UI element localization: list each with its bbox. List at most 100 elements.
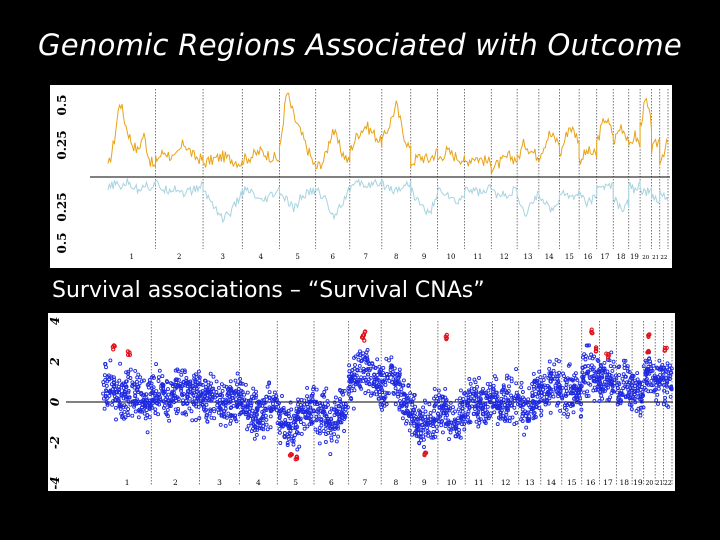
survival-point — [657, 358, 662, 363]
survival-point — [638, 410, 643, 415]
survival-point — [649, 378, 654, 383]
y-tick-label: 0.5 — [55, 233, 69, 254]
survival-point — [370, 391, 375, 396]
survival-point — [535, 376, 540, 381]
survival-point — [392, 366, 397, 371]
survival-point — [197, 375, 202, 380]
survival-point — [361, 351, 366, 356]
survival-point — [269, 407, 274, 412]
survival-point — [295, 447, 300, 452]
survival-point — [293, 433, 297, 438]
survival-point — [185, 394, 190, 399]
survival-point — [432, 396, 436, 401]
survival-point — [103, 394, 108, 399]
survival-point — [202, 391, 207, 395]
chromosome-label: 10 — [447, 478, 457, 487]
survival-point — [139, 409, 144, 414]
survival-point — [135, 375, 140, 380]
survival-point — [425, 418, 430, 423]
survival-point — [128, 367, 133, 372]
survival-point — [531, 371, 536, 376]
survival-point — [183, 383, 188, 388]
survival-point — [124, 370, 129, 375]
chromosome-label: 6 — [329, 478, 334, 487]
survival-point — [310, 420, 315, 425]
survival-point — [210, 392, 215, 397]
significant-point — [127, 352, 133, 358]
survival-point — [399, 387, 404, 392]
survival-point — [548, 393, 553, 398]
survival-point — [157, 368, 162, 373]
survival-point — [565, 414, 570, 419]
survival-point — [579, 384, 584, 389]
survival-point — [254, 389, 258, 394]
survival-point — [640, 390, 645, 395]
survival-point — [408, 391, 413, 396]
survival-point — [645, 370, 650, 375]
survival-point — [599, 393, 604, 398]
survival-point — [458, 396, 463, 401]
survival-point — [624, 384, 629, 389]
survival-point — [290, 434, 295, 439]
survival-point — [328, 452, 333, 457]
survival-point — [560, 396, 565, 401]
survival-point — [615, 390, 620, 395]
survival-point — [537, 406, 542, 411]
survival-point — [582, 352, 587, 357]
survival-point — [656, 401, 660, 406]
survival-point — [205, 389, 210, 394]
survival-point — [306, 404, 311, 409]
survival-point — [527, 386, 532, 391]
survival-point — [443, 415, 448, 420]
survival-point — [263, 413, 268, 418]
survival-point — [539, 394, 544, 398]
survival-point — [111, 381, 116, 385]
survival-point — [347, 384, 352, 389]
survival-point — [381, 365, 386, 370]
y-tick-label: 2 — [48, 357, 62, 366]
survival-point — [342, 429, 347, 433]
survival-point — [645, 381, 650, 385]
survival-point — [563, 403, 567, 408]
survival-point — [397, 389, 402, 394]
survival-point — [627, 402, 632, 407]
survival-point — [578, 387, 583, 392]
survival-point — [529, 409, 534, 414]
survival-point — [617, 382, 622, 387]
survival-point — [629, 407, 634, 412]
survival-point — [556, 394, 561, 399]
survival-point — [144, 408, 149, 413]
survival-point — [317, 406, 322, 411]
survival-point — [548, 410, 553, 415]
survival-point — [611, 359, 616, 364]
survival-point — [124, 384, 129, 389]
survival-point — [417, 412, 422, 417]
survival-point — [291, 442, 296, 447]
survival-point — [221, 400, 226, 405]
survival-point — [591, 376, 596, 380]
survival-point — [520, 390, 525, 394]
chromosome-label: 6 — [330, 253, 335, 261]
survival-point — [296, 397, 301, 402]
survival-point — [290, 438, 295, 443]
survival-point — [371, 380, 376, 385]
survival-point — [598, 367, 602, 371]
survival-point — [418, 431, 423, 436]
survival-point — [452, 419, 457, 424]
survival-point — [224, 384, 229, 389]
survival-point — [249, 421, 254, 426]
survival-point — [404, 419, 409, 424]
survival-point — [499, 399, 504, 404]
survival-point — [278, 441, 283, 445]
chromosome-label: 20 — [646, 480, 654, 487]
survival-point — [466, 415, 471, 420]
survival-point — [568, 391, 573, 396]
survival-point — [362, 375, 367, 380]
survival-point — [477, 400, 482, 405]
survival-point — [626, 369, 630, 374]
survival-point — [485, 393, 490, 398]
survival-point — [483, 401, 488, 406]
survival-point — [323, 422, 328, 427]
survival-point — [154, 362, 159, 367]
survival-point — [458, 416, 463, 420]
